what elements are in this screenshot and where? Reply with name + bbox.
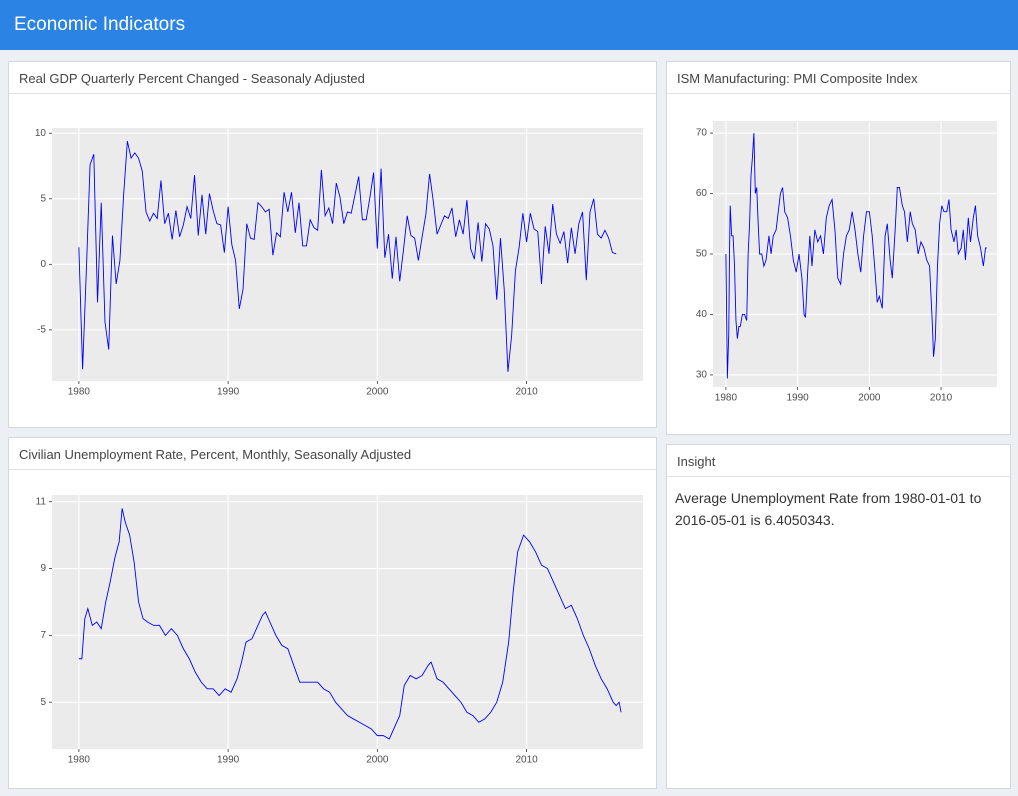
data-line xyxy=(78,141,617,372)
y-tick-label: 60 xyxy=(696,188,708,199)
x-tick-label: 1980 xyxy=(715,393,738,404)
chart-panel: Civilian Unemployment Rate, Percent, Mon… xyxy=(8,437,657,789)
chart: 5 7 9 11 1980 1990 2000 2010 xyxy=(36,495,643,766)
panel-header: Civilian Unemployment Rate, Percent, Mon… xyxy=(9,438,656,470)
y-tick-label: 9 xyxy=(40,563,46,574)
panel-title: Civilian Unemployment Rate, Percent, Mon… xyxy=(19,447,412,462)
y-tick-label: 10 xyxy=(35,128,47,139)
app-title: Economic Indicators xyxy=(14,14,186,35)
x-tick-label: 2010 xyxy=(515,755,538,766)
y-tick-label: 70 xyxy=(696,128,708,139)
panel-title: ISM Manufacturing: PMI Composite Index xyxy=(677,71,918,86)
insight-panel: Insight Average Unemployment Rate from 1… xyxy=(666,444,1011,789)
chart-panel: Real GDP Quarterly Percent Changed - Sea… xyxy=(8,61,657,428)
panel-header: Insight xyxy=(667,445,1010,477)
y-tick-label: 50 xyxy=(696,249,708,260)
y-tick-label: 30 xyxy=(696,370,708,381)
x-tick-label: 2010 xyxy=(930,393,953,404)
x-tick-label: 2010 xyxy=(515,387,538,398)
panel-header: Real GDP Quarterly Percent Changed - Sea… xyxy=(9,62,656,94)
panel-title: Insight xyxy=(677,454,716,469)
y-tick-label: 0 xyxy=(40,259,46,270)
top-bar: Economic Indicators xyxy=(0,0,1018,50)
panel-header: ISM Manufacturing: PMI Composite Index xyxy=(667,62,1010,94)
x-tick-label: 1980 xyxy=(68,755,91,766)
x-tick-label: 2000 xyxy=(366,387,389,398)
chart: -5 0 5 10 1980 1990 2000 2010 xyxy=(35,128,643,398)
y-tick-label: 5 xyxy=(40,697,46,708)
y-tick-label: 5 xyxy=(40,193,46,204)
chart-panel: ISM Manufacturing: PMI Composite Index 3… xyxy=(666,61,1011,435)
y-tick-label: -5 xyxy=(37,325,46,336)
panel-title: Real GDP Quarterly Percent Changed - Sea… xyxy=(19,71,365,86)
insight-text: Average Unemployment Rate from 1980-01-0… xyxy=(675,490,982,528)
plot-background xyxy=(52,128,643,381)
x-tick-label: 1980 xyxy=(68,387,91,398)
data-line xyxy=(725,133,987,379)
x-tick-label: 1990 xyxy=(217,755,240,766)
x-tick-label: 1990 xyxy=(217,387,240,398)
x-tick-label: 2000 xyxy=(366,755,389,766)
chart: 30 40 50 60 70 1980 1990 2000 2010 xyxy=(696,121,997,404)
x-tick-label: 1990 xyxy=(787,393,810,404)
plot-background xyxy=(52,495,643,749)
y-tick-label: 7 xyxy=(40,630,46,641)
y-tick-label: 11 xyxy=(36,496,47,507)
data-line xyxy=(78,508,622,740)
x-tick-label: 2000 xyxy=(858,393,881,404)
y-tick-label: 40 xyxy=(696,309,708,320)
